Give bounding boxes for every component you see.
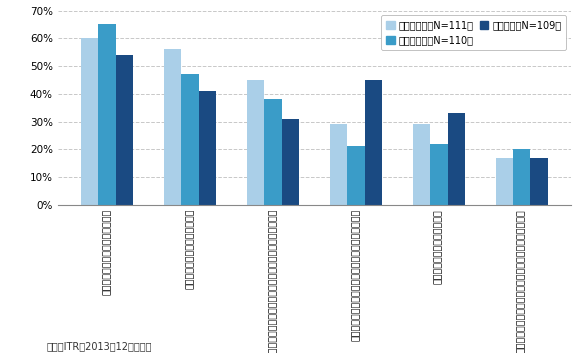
Bar [282,119,299,205]
Bar [99,24,116,205]
Bar [347,146,365,205]
Bar [199,91,216,205]
Legend: 小学校教師（N=111）, 中学校教師（N=110）, 高校教師（N=109）: 小学校教師（N=111）, 中学校教師（N=110）, 高校教師（N=109） [381,16,567,50]
Bar [81,38,99,205]
Bar [413,124,430,205]
Bar [496,157,513,205]
Bar [247,80,264,205]
Bar [116,55,133,205]
Bar [430,144,448,205]
Bar [513,149,530,205]
Bar [181,74,199,205]
Text: 出典：ITR（2013年12月調査）: 出典：ITR（2013年12月調査） [46,341,152,351]
Bar [448,113,465,205]
Bar [164,49,181,205]
Bar [365,80,382,205]
Bar [530,157,548,205]
Bar [264,99,282,205]
Bar [330,124,347,205]
